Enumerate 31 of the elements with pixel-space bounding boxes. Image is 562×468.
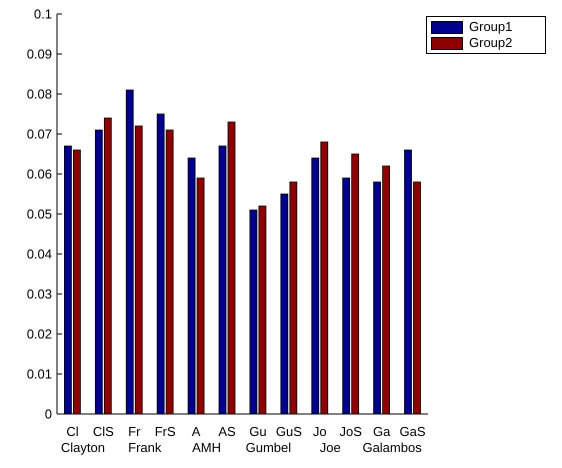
y-tick-label: 0.04 (26, 246, 52, 262)
x-tick-label: Fr (128, 424, 142, 439)
x-tick-label: A (192, 424, 201, 439)
y-tick-label: 0.02 (26, 326, 52, 342)
x-tick-label: Ga (372, 424, 392, 439)
x-tick-label: Gu (249, 424, 267, 439)
x-tick-label: GaS (400, 424, 426, 439)
y-tick-label: 0 (44, 406, 52, 422)
legend-label: Group2 (469, 35, 512, 51)
y-tick-label: 0.08 (26, 86, 52, 102)
y-tick-label: 0.1 (34, 6, 52, 22)
text: Frank (128, 440, 162, 455)
x-tick-label: AS (218, 424, 236, 439)
text: Gumbel (246, 440, 292, 455)
text: Galambos (362, 440, 422, 455)
legend-label: Group1 (469, 19, 512, 35)
x-tick-label: Jo (312, 424, 327, 439)
y-tick-label: 0.01 (26, 366, 52, 382)
x-tick-label: FrS (154, 424, 176, 439)
y-tick-label: 0.03 (26, 286, 52, 302)
y-tick-label: 0.09 (26, 46, 52, 62)
text: AMH (192, 440, 222, 455)
y-tick-label: 0.05 (26, 206, 52, 222)
text: Joe (320, 440, 341, 455)
x-tick-label: JoS (340, 424, 362, 439)
text: Clayton (60, 440, 105, 455)
x-tick-label: GuS (276, 424, 302, 439)
x-tick-label: ClS (92, 424, 114, 439)
y-tick-label: 0.07 (26, 126, 52, 142)
y-tick-label: 0.06 (26, 166, 52, 182)
x-tick-label: Cl (66, 424, 79, 439)
